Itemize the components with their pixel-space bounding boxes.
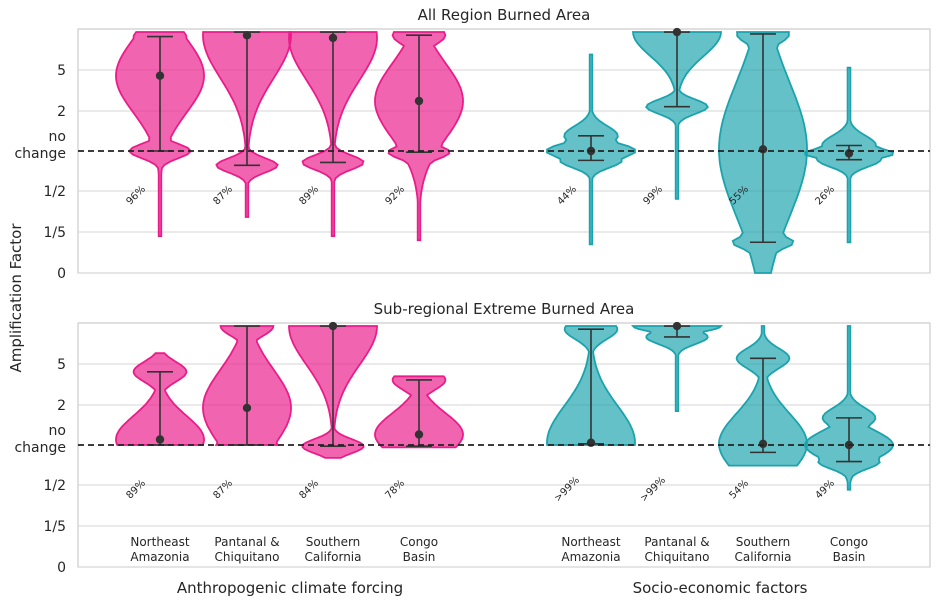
median-point [414, 430, 424, 439]
y-tick-label: 2 [57, 104, 66, 120]
category-label: Southern California [735, 535, 792, 564]
y-tick-label: 5 [57, 63, 66, 79]
y-tick-label: 1/2 [43, 478, 66, 494]
median-point [758, 439, 768, 449]
category-label: Congo Basin [400, 535, 438, 564]
y-tick-label: no change [14, 129, 66, 162]
y-tick-label: 1/5 [43, 225, 66, 241]
violin-body [630, 325, 724, 412]
category-label: Pantanal & Chiquitano [644, 535, 709, 564]
median-point [328, 321, 338, 331]
panel-title: All Region Burned Area [418, 6, 591, 24]
y-tick-label: 0 [57, 266, 66, 282]
median-point [155, 435, 165, 444]
y-axis-label: Amplification Factor [7, 223, 25, 373]
y-tick-label: 1/5 [43, 519, 66, 535]
violin-body [804, 325, 894, 491]
median-point [672, 321, 682, 331]
panel-title: Sub-regional Extreme Burned Area [374, 300, 635, 318]
y-tick-label: 2 [57, 398, 66, 414]
median-point [414, 96, 424, 106]
category-label: Pantanal & Chiquitano [214, 535, 279, 564]
violin-anthro-4: 78% [374, 375, 464, 501]
group-label-socioeconomic: Socio-economic factors [633, 579, 808, 597]
median-point [672, 27, 682, 37]
violin-socio-4: 26% [803, 66, 895, 244]
category-label: Southern California [305, 535, 362, 564]
category-label: Northeast Amazonia [130, 535, 190, 564]
median-point [242, 403, 252, 413]
median-point [242, 31, 252, 40]
median-point [758, 145, 768, 154]
category-label: Congo Basin [830, 535, 868, 564]
violin-socio-3: 55% [718, 31, 808, 274]
median-point [328, 33, 338, 43]
y-tick-label: 5 [57, 357, 66, 373]
violin-body [631, 31, 723, 200]
y-tick-label: no change [14, 423, 66, 456]
y-tick-label: 0 [57, 560, 66, 576]
group-label-anthropogenic: Anthropogenic climate forcing [177, 579, 403, 597]
y-tick-label: 1/2 [43, 184, 66, 200]
category-label: Northeast Amazonia [561, 535, 621, 564]
violin-anthro-2: 87% [202, 31, 292, 218]
median-point [155, 71, 165, 80]
panel-2: 0 1/5 1/2 no change 2 5 Sub-regional Extreme Bu… [14, 300, 931, 576]
